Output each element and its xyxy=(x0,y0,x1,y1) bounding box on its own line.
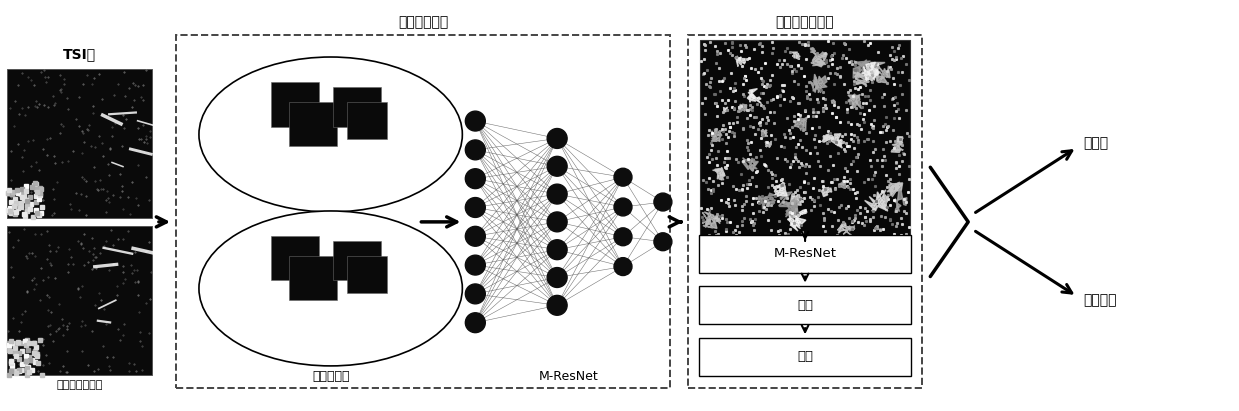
Circle shape xyxy=(466,284,486,304)
Polygon shape xyxy=(810,74,828,93)
Circle shape xyxy=(615,168,632,186)
Circle shape xyxy=(654,193,672,211)
Circle shape xyxy=(548,212,567,232)
Bar xyxy=(289,102,337,146)
Circle shape xyxy=(466,313,486,332)
Circle shape xyxy=(466,111,486,131)
Polygon shape xyxy=(761,129,768,137)
Text: 基于病人的预测: 基于病人的预测 xyxy=(776,15,834,29)
Text: 自适应生成小片: 自适应生成小片 xyxy=(57,380,103,390)
Circle shape xyxy=(615,258,632,275)
Polygon shape xyxy=(742,158,758,171)
Circle shape xyxy=(548,296,567,315)
Bar xyxy=(7,69,152,218)
Bar xyxy=(699,235,912,272)
Polygon shape xyxy=(788,210,808,231)
Polygon shape xyxy=(747,89,762,104)
Text: 分类: 分类 xyxy=(797,351,813,363)
Text: 深度学习模型: 深度学习模型 xyxy=(398,15,449,29)
Circle shape xyxy=(466,226,486,246)
Polygon shape xyxy=(790,194,803,206)
Polygon shape xyxy=(865,190,887,211)
Circle shape xyxy=(548,268,567,287)
Circle shape xyxy=(615,228,632,246)
Bar xyxy=(332,241,380,280)
Bar xyxy=(700,40,911,237)
Bar xyxy=(347,256,387,293)
Polygon shape xyxy=(821,134,843,148)
Text: 训练小切片: 训练小切片 xyxy=(312,370,349,383)
Text: 非转移？: 非转移？ xyxy=(1083,293,1116,307)
Polygon shape xyxy=(810,47,815,53)
Circle shape xyxy=(654,233,672,251)
Polygon shape xyxy=(783,201,799,219)
Polygon shape xyxy=(887,182,902,197)
Polygon shape xyxy=(847,94,861,109)
Polygon shape xyxy=(724,107,729,112)
Polygon shape xyxy=(703,212,720,229)
Bar xyxy=(699,286,912,324)
Polygon shape xyxy=(831,100,835,104)
Polygon shape xyxy=(711,129,722,141)
Polygon shape xyxy=(849,226,855,231)
Bar xyxy=(271,236,318,280)
Polygon shape xyxy=(839,181,846,189)
Polygon shape xyxy=(792,52,800,59)
Polygon shape xyxy=(735,56,746,67)
Polygon shape xyxy=(821,187,831,196)
Polygon shape xyxy=(836,140,843,146)
Circle shape xyxy=(466,255,486,275)
Text: M-ResNet: M-ResNet xyxy=(539,370,598,383)
Bar xyxy=(347,102,387,139)
Circle shape xyxy=(548,156,567,176)
Polygon shape xyxy=(861,62,878,81)
Bar xyxy=(271,82,318,127)
Polygon shape xyxy=(897,136,903,143)
Circle shape xyxy=(548,240,567,260)
Bar xyxy=(332,87,380,127)
Circle shape xyxy=(615,198,632,216)
Text: M-ResNet: M-ResNet xyxy=(773,247,836,260)
Polygon shape xyxy=(810,51,828,67)
Bar xyxy=(699,338,912,376)
Polygon shape xyxy=(854,60,871,79)
Polygon shape xyxy=(758,193,776,209)
Text: TSI图: TSI图 xyxy=(63,47,97,61)
Polygon shape xyxy=(855,72,870,87)
Circle shape xyxy=(548,129,567,148)
Polygon shape xyxy=(869,62,890,83)
Circle shape xyxy=(466,169,486,189)
Polygon shape xyxy=(740,104,747,113)
Ellipse shape xyxy=(199,211,462,366)
Ellipse shape xyxy=(199,57,462,212)
Polygon shape xyxy=(714,215,721,222)
Polygon shape xyxy=(794,116,808,131)
Polygon shape xyxy=(712,167,725,180)
Polygon shape xyxy=(838,223,851,236)
Text: 聚合: 聚合 xyxy=(797,299,813,312)
Polygon shape xyxy=(895,190,907,212)
Polygon shape xyxy=(773,182,787,196)
Polygon shape xyxy=(779,191,797,207)
Bar xyxy=(7,226,152,375)
Polygon shape xyxy=(766,141,772,148)
Polygon shape xyxy=(875,226,878,230)
Text: 转移？: 转移？ xyxy=(1083,136,1108,150)
Circle shape xyxy=(466,140,486,160)
Bar xyxy=(289,256,337,300)
Circle shape xyxy=(548,184,567,204)
Circle shape xyxy=(466,198,486,217)
Polygon shape xyxy=(891,141,903,152)
